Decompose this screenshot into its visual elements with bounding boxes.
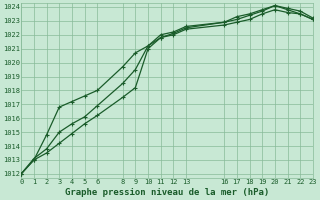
X-axis label: Graphe pression niveau de la mer (hPa): Graphe pression niveau de la mer (hPa) <box>65 188 269 197</box>
